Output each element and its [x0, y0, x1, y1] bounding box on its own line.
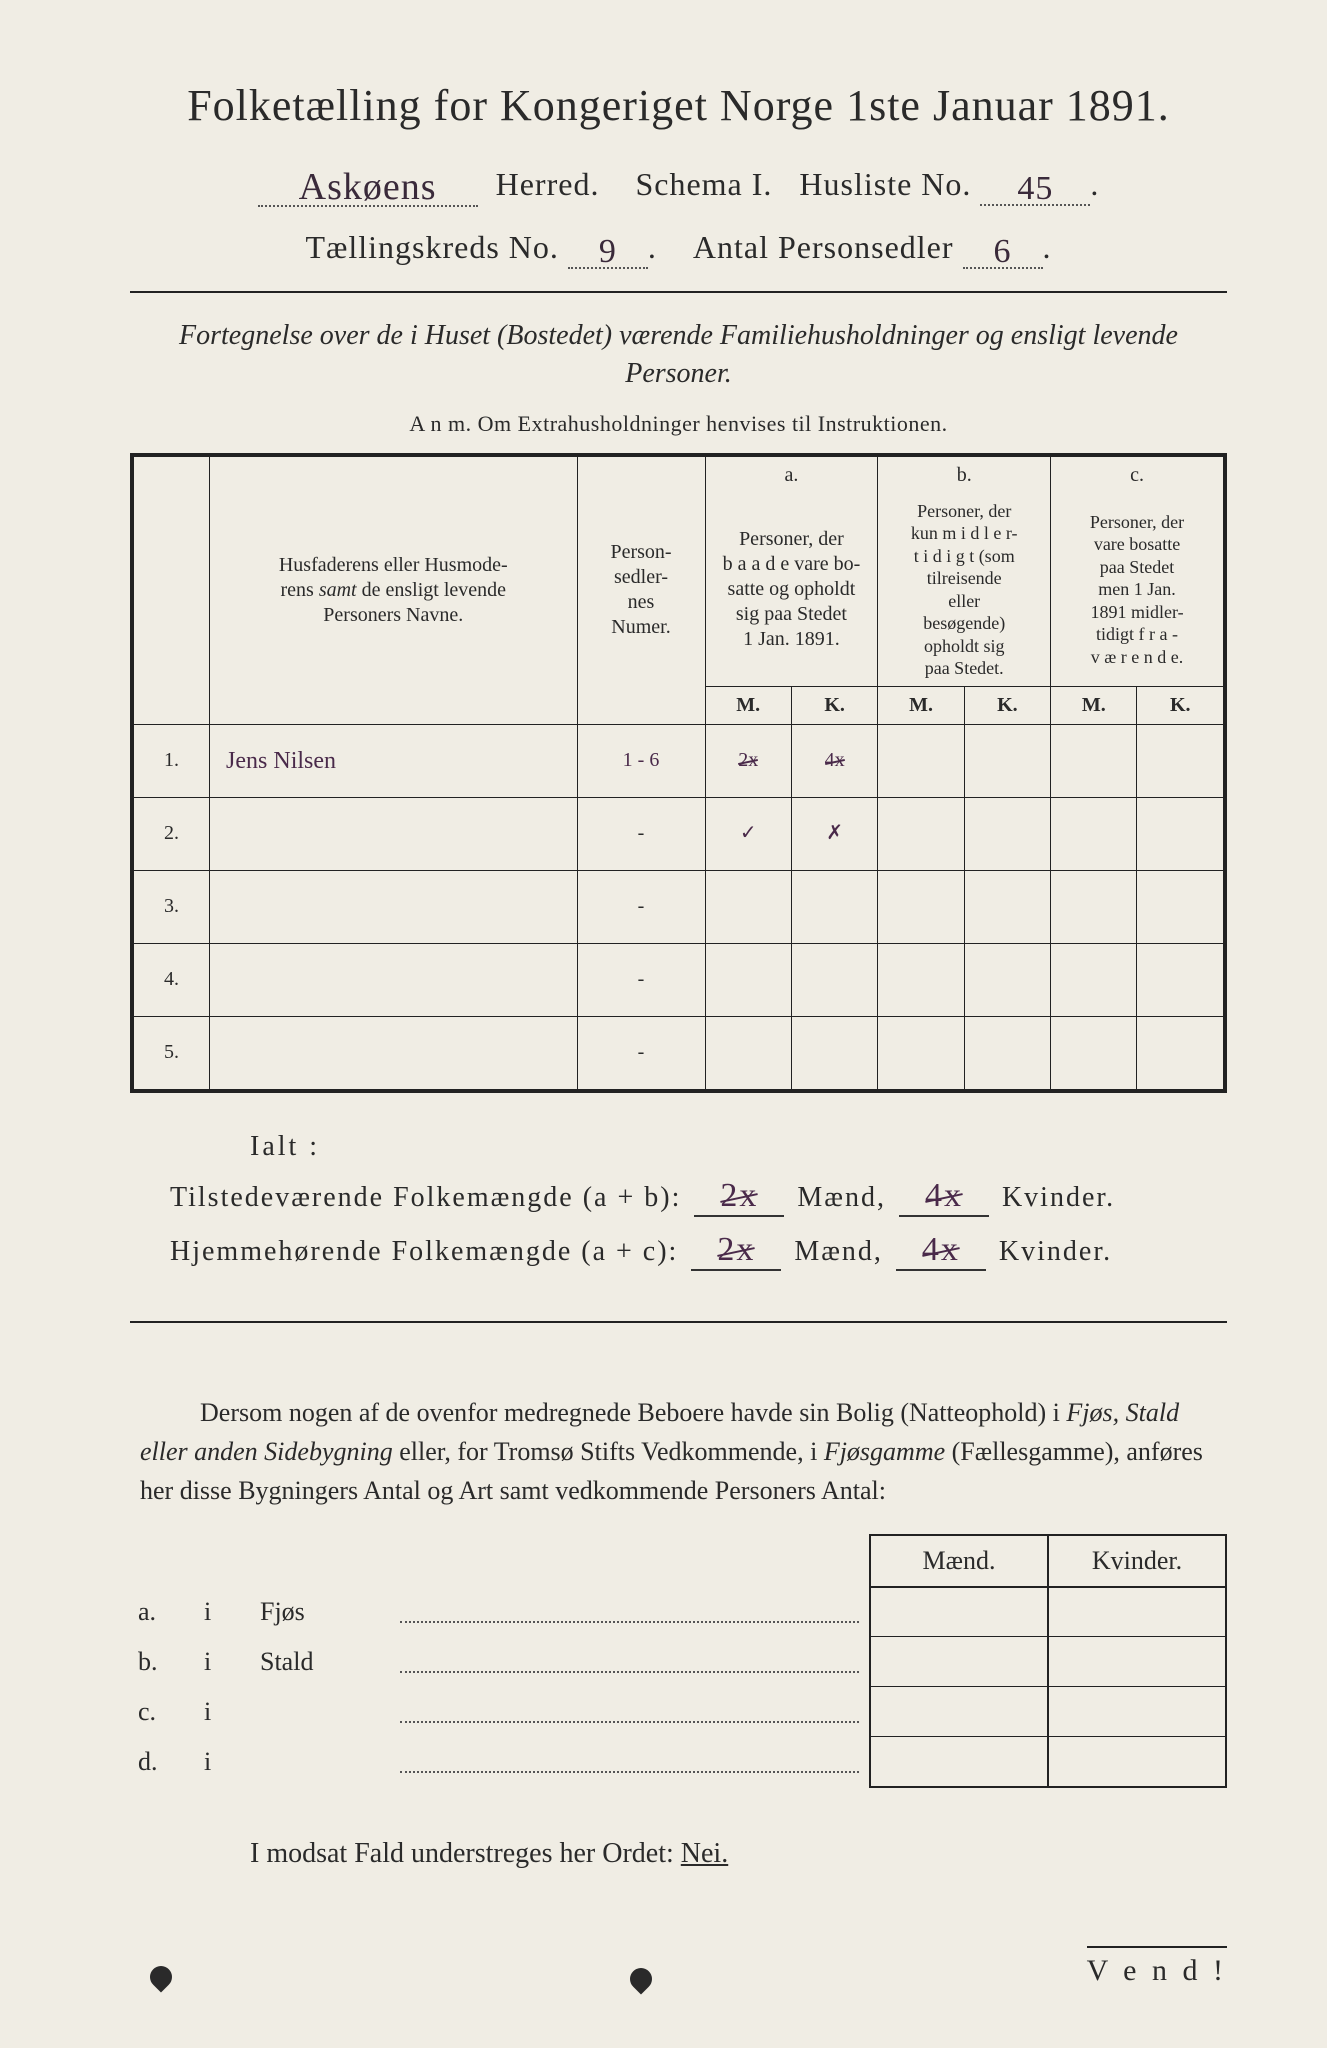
- col-c-top: c.: [1051, 455, 1225, 494]
- antal-label: Antal Personsedler: [693, 229, 954, 265]
- modsat-line: I modsat Fald understreges her Ordet: Ne…: [250, 1838, 1227, 1870]
- name-cell: Jens Nilsen: [210, 724, 577, 797]
- antal-value: 6: [963, 229, 1043, 269]
- num-cell: 1 - 6: [577, 724, 705, 797]
- census-form-page: Folketælling for Kongeriget Norge 1ste J…: [0, 0, 1327, 2048]
- ialt-label: Ialt :: [250, 1131, 1227, 1163]
- col-a-k: K.: [791, 686, 877, 724]
- col-c-k: K.: [1137, 686, 1225, 724]
- table-row: 1. Jens Nilsen 1 - 6 2x 4x: [132, 724, 1225, 797]
- col-b-k: K.: [964, 686, 1050, 724]
- table-row: 2. - ✓ ✗: [132, 797, 1225, 870]
- vend-label: V e n d !: [1087, 1946, 1227, 1988]
- household-table: Husfaderens eller Husmode-rens samt de e…: [130, 453, 1227, 1093]
- nei-word: Nei.: [681, 1838, 728, 1869]
- table-row: 4. -: [132, 943, 1225, 1016]
- sum-line-present: Tilstedeværende Folkemængde (a + b): 2x …: [170, 1177, 1227, 1217]
- col-maend: Mænd.: [870, 1535, 1048, 1587]
- col-b: Personer, derkun m i d l e r-t i d i g t…: [878, 494, 1051, 687]
- husliste-label: Husliste No.: [799, 166, 971, 202]
- present-m: 2x: [694, 1177, 784, 1217]
- dersom-paragraph: Dersom nogen af de ovenfor medregnede Be…: [140, 1393, 1217, 1510]
- outbuilding-table: Mænd. Kvinder. a. i Fjøs b. i Stald c. i: [130, 1534, 1227, 1788]
- table-row: a. i Fjøs: [130, 1587, 1226, 1637]
- divider: [130, 1321, 1227, 1323]
- pin-icon: [625, 1963, 656, 1994]
- table-row: 3. -: [132, 870, 1225, 943]
- husliste-value: 45: [980, 166, 1090, 206]
- kreds-label: Tællingskreds No.: [305, 229, 558, 265]
- fortegnelse-heading: Fortegnelse over de i Huset (Bostedet) v…: [170, 317, 1187, 393]
- table-row: c. i: [130, 1687, 1226, 1737]
- col-a: Personer, derb a a d e vare bo-satte og …: [705, 494, 878, 687]
- col-num: Person-sedler-nesNumer.: [577, 455, 705, 725]
- kreds-value: 9: [568, 229, 648, 269]
- col-name: Husfaderens eller Husmode-rens samt de e…: [210, 455, 577, 725]
- a-k-cell: ✗: [791, 797, 877, 870]
- table-row: d. i: [130, 1737, 1226, 1787]
- sum-line-resident: Hjemmehørende Folkemængde (a + c): 2x Mæ…: [170, 1231, 1227, 1271]
- kreds-line: Tællingskreds No. 9. Antal Personsedler …: [130, 229, 1227, 269]
- schema-label: Schema I.: [635, 166, 772, 202]
- col-a-m: M.: [705, 686, 791, 724]
- col-b-m: M.: [878, 686, 964, 724]
- col-c: Personer, dervare bosattepaa Stedetmen 1…: [1051, 494, 1225, 687]
- resident-k: 4x: [896, 1231, 986, 1271]
- a-m-cell: 2x: [705, 724, 791, 797]
- col-a-top: a.: [705, 455, 878, 494]
- present-k: 4x: [899, 1177, 989, 1217]
- herred-label: Herred.: [496, 166, 600, 202]
- col-b-top: b.: [878, 455, 1051, 494]
- a-k-cell: 4x: [791, 724, 877, 797]
- anm-note: A n m. Om Extrahusholdninger henvises ti…: [130, 411, 1227, 437]
- a-m-cell: ✓: [705, 797, 791, 870]
- resident-m: 2x: [691, 1231, 781, 1271]
- page-title: Folketælling for Kongeriget Norge 1ste J…: [130, 80, 1227, 131]
- col-c-m: M.: [1051, 686, 1137, 724]
- divider: [130, 291, 1227, 293]
- col-kvinder: Kvinder.: [1048, 1535, 1226, 1587]
- herred-line: Askøens Herred. Schema I. Husliste No. 4…: [130, 161, 1227, 207]
- table-row: b. i Stald: [130, 1637, 1226, 1687]
- herred-value: Askøens: [258, 161, 478, 207]
- table-row: 5. -: [132, 1016, 1225, 1091]
- pin-icon: [145, 1961, 176, 1992]
